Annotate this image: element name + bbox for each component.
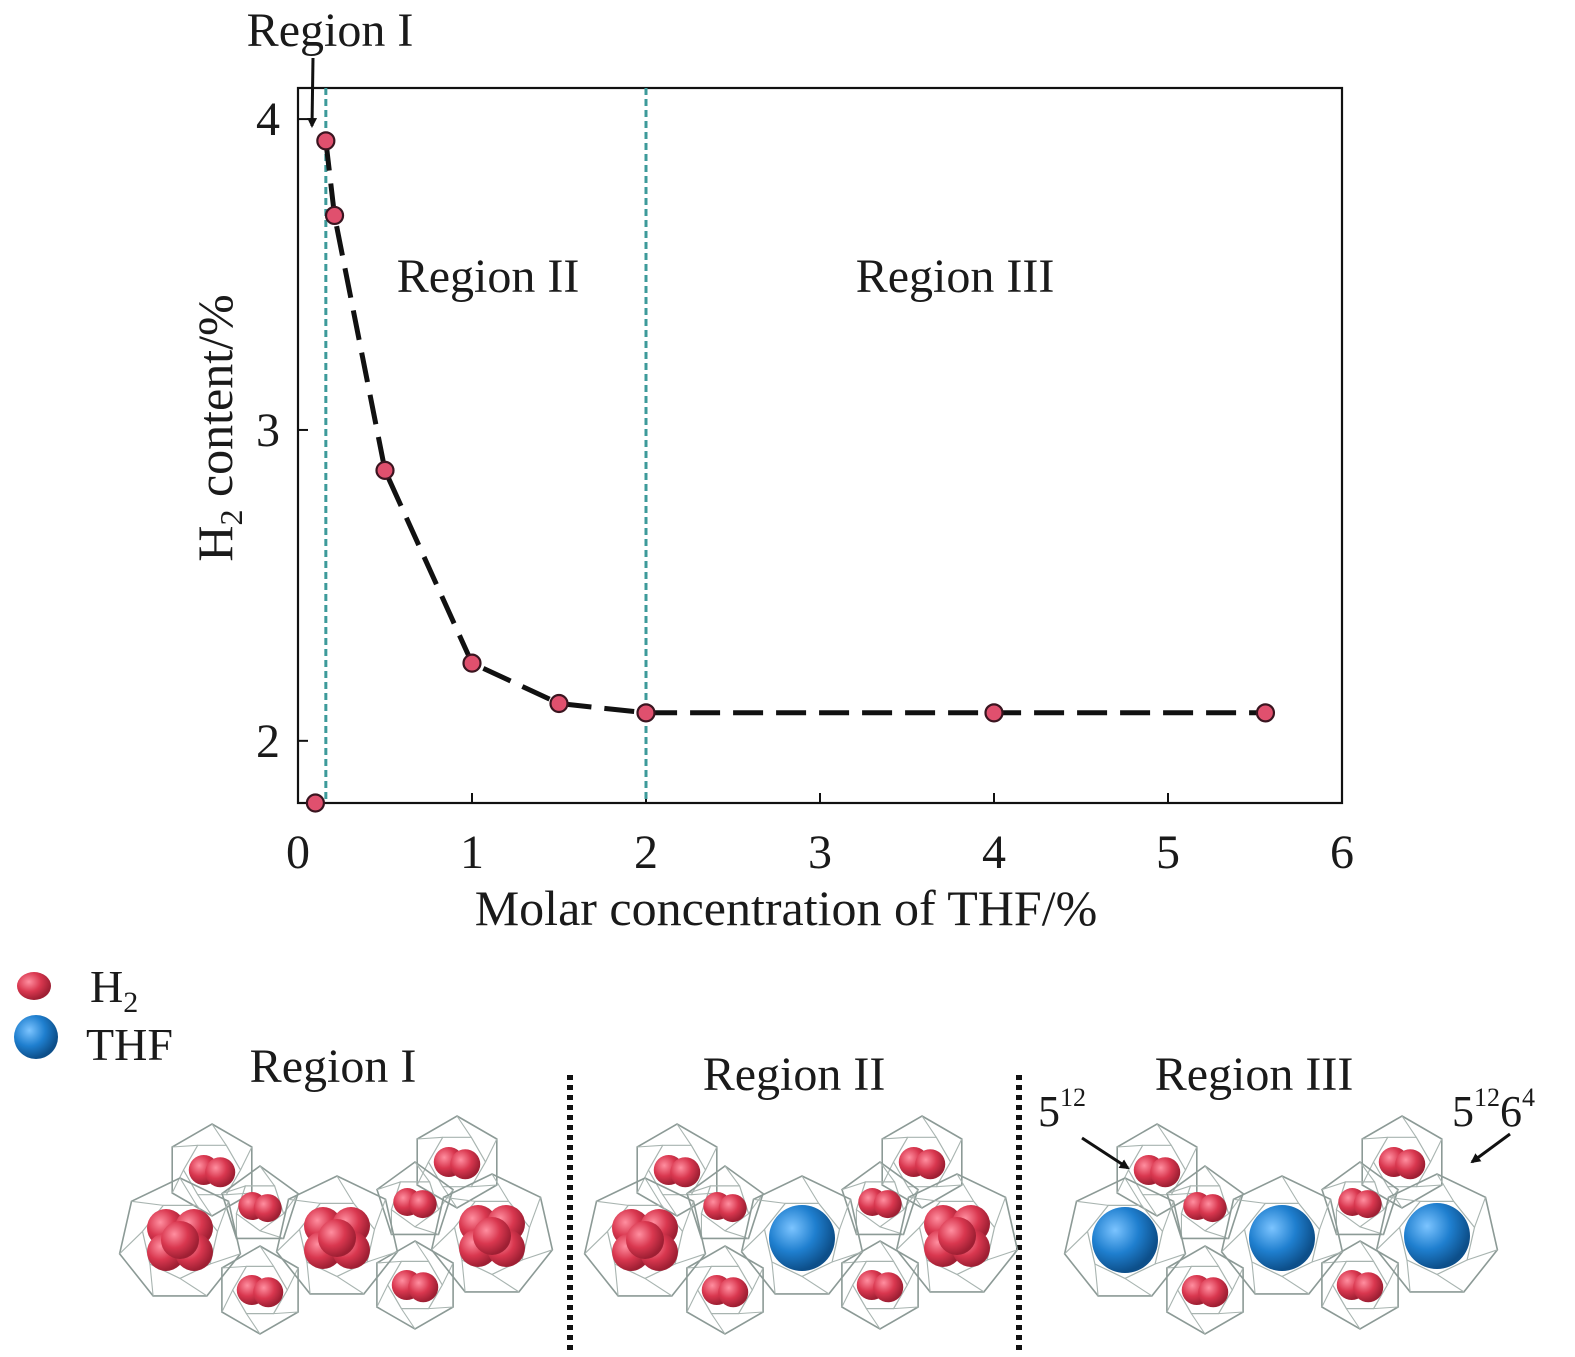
h2-molecule xyxy=(1353,1190,1382,1219)
panel-region-1-structure xyxy=(118,1115,554,1335)
large-cage xyxy=(1375,1173,1499,1293)
thf-molecule xyxy=(1404,1203,1470,1269)
h2-molecule xyxy=(253,1194,282,1223)
panel-region-1-title: Region I xyxy=(250,1040,417,1093)
plot-area-frame xyxy=(296,86,1344,805)
thf-molecule xyxy=(769,1205,835,1271)
h2-molecule xyxy=(318,1219,356,1257)
x-tick-label: 3 xyxy=(808,826,832,879)
large-cage xyxy=(275,1175,399,1295)
legend: H2 THF xyxy=(14,961,173,1070)
small-cage xyxy=(841,1161,919,1236)
x-axis-label: Molar concentration of THF/% xyxy=(475,880,1098,936)
x-tick-label: 4 xyxy=(982,826,1006,879)
h2-molecule xyxy=(253,1277,284,1308)
y-axis-label: H2 content/% xyxy=(187,294,249,561)
h2-molecule xyxy=(1198,1277,1229,1308)
legend-thf-swatch xyxy=(14,1015,58,1059)
large-cage xyxy=(895,1173,1019,1293)
panel-region-2-title: Region II xyxy=(703,1048,886,1101)
panel-region-2-structure xyxy=(583,1115,1019,1335)
data-point xyxy=(324,205,345,226)
data-point xyxy=(984,703,1004,723)
small-cage-label: 512 xyxy=(1038,1083,1086,1136)
h2-molecule xyxy=(473,1217,511,1255)
data-point xyxy=(316,131,336,151)
h2-molecule xyxy=(161,1221,199,1259)
h2-molecule xyxy=(1353,1272,1384,1303)
legend-thf-label: THF xyxy=(86,1019,173,1070)
small-cage xyxy=(636,1123,718,1217)
h2-molecule xyxy=(938,1217,976,1255)
y-tick-label: 4 xyxy=(256,93,280,146)
data-point xyxy=(375,460,395,480)
h2-molecule xyxy=(408,1272,439,1303)
h2-molecule xyxy=(205,1157,236,1188)
x-tick-label: 1 xyxy=(460,826,484,879)
panel-region-3-title: Region III xyxy=(1155,1048,1354,1101)
data-point xyxy=(305,793,325,813)
annotation-region-1-arrow xyxy=(307,57,318,128)
y-tick-label: 2 xyxy=(256,715,280,768)
thf-molecule xyxy=(1249,1205,1315,1271)
h2-molecule xyxy=(873,1190,902,1219)
y-axis-label-subscript: 2 xyxy=(213,510,249,526)
h2-molecule xyxy=(450,1149,481,1180)
large-cage xyxy=(583,1177,707,1297)
small-cage xyxy=(1116,1123,1198,1217)
large-cage xyxy=(1220,1175,1344,1295)
small-cage xyxy=(686,1245,764,1335)
h2-molecule xyxy=(718,1277,749,1308)
small-cage-arrow xyxy=(1081,1136,1130,1170)
data-point xyxy=(549,693,569,714)
legend-h2-label: H2 xyxy=(90,961,138,1019)
thf-molecule xyxy=(1092,1207,1158,1273)
small-cage xyxy=(1321,1240,1399,1330)
hydrate-structures: Region I Region II Region III 512 51264 xyxy=(118,1040,1535,1350)
data-point xyxy=(1255,703,1276,723)
annotation-region-1: Region I xyxy=(247,4,414,57)
h2-molecule xyxy=(718,1194,747,1223)
large-cage xyxy=(118,1177,242,1297)
small-cage xyxy=(1166,1245,1244,1335)
small-cage xyxy=(841,1240,919,1330)
x-tick-label: 6 xyxy=(1330,826,1354,879)
data-points xyxy=(305,131,1276,813)
annotation-region-2: Region II xyxy=(397,250,580,303)
x-axis-ticks: 0 1 2 3 4 5 6 xyxy=(286,793,1354,879)
region-boundaries xyxy=(324,88,648,803)
large-cage-arrow xyxy=(1470,1132,1511,1164)
legend-h2-subscript: 2 xyxy=(123,986,138,1019)
panel-region-3-structure xyxy=(1063,1115,1499,1335)
h2-molecule xyxy=(1198,1194,1227,1223)
large-cage xyxy=(1063,1177,1187,1297)
x-tick-label: 2 xyxy=(634,826,658,879)
legend-h2-swatch xyxy=(17,972,51,1000)
large-cage-label: 51264 xyxy=(1452,1083,1535,1136)
h2-molecule xyxy=(626,1221,664,1259)
small-cage xyxy=(1361,1115,1443,1209)
y-tick-label: 3 xyxy=(256,404,280,457)
x-tick-label: 5 xyxy=(1156,826,1180,879)
h2-molecule xyxy=(408,1190,437,1219)
series-line xyxy=(323,140,1266,716)
small-cage xyxy=(221,1245,299,1335)
large-cage xyxy=(430,1173,554,1293)
large-cage xyxy=(740,1175,864,1295)
h2-molecule xyxy=(1150,1157,1181,1188)
h2-molecule xyxy=(915,1149,946,1180)
line-chart: 0 1 2 3 4 5 6 2 3 4 Molar concentration of THF/%… xyxy=(187,4,1354,936)
annotation-region-3: Region III xyxy=(856,250,1055,303)
h2-molecule xyxy=(873,1272,904,1303)
h2-molecule xyxy=(1395,1149,1426,1180)
h2-molecule xyxy=(670,1157,701,1188)
x-tick-label: 0 xyxy=(286,826,310,879)
data-point xyxy=(636,703,656,723)
y-axis-ticks: 2 3 4 xyxy=(256,93,308,768)
data-point xyxy=(462,653,482,673)
